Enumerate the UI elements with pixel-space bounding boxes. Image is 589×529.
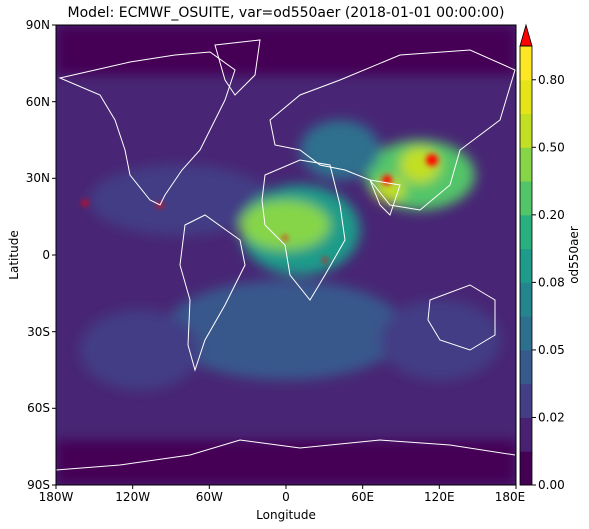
- colorbar-tick-label: 0.02: [538, 410, 565, 424]
- colorbar-band: [520, 113, 532, 148]
- y-tick-label: 0: [42, 248, 50, 262]
- colorbar-band: [520, 248, 532, 283]
- y-tick-label: 30S: [27, 325, 50, 339]
- colorbar-tick-label: 0.80: [538, 73, 565, 87]
- south-pacific-region: [80, 310, 200, 390]
- colorbar-band: [520, 282, 532, 317]
- coastline-india: [369, 179, 401, 216]
- x-axis-ticks: 180W 120W 60W 0 60E 120E 180E: [39, 485, 526, 504]
- y-axis-label: Latitude: [7, 230, 21, 279]
- coastline-greenland: [214, 39, 261, 96]
- x-tick-label: 120E: [424, 490, 455, 504]
- x-tick-label: 0: [282, 490, 290, 504]
- x-tick-label: 180E: [495, 490, 526, 504]
- coastline-eurasia: [269, 49, 516, 211]
- colorbar-bands: [520, 46, 532, 486]
- sahel-high-region: [240, 200, 330, 250]
- aerosol-shading: [56, 25, 516, 485]
- colorbar-frame: [519, 45, 533, 486]
- x-tick-label: 60W: [196, 490, 223, 504]
- coastline-south-america: [179, 214, 246, 372]
- y-axis-ticks: 90N 60N 30N 0 30S 60S 90S: [26, 18, 56, 492]
- x-tick-label: 120W: [115, 490, 150, 504]
- x-axis-label: Longitude: [256, 508, 316, 522]
- aerosol-field: [56, 25, 516, 485]
- coastline-africa: [261, 159, 346, 301]
- colorbar-tick-label: 0.50: [538, 140, 565, 154]
- colorbar-band: [520, 46, 532, 81]
- map-title: Model: ECMWF_OSUITE, var=od550aer (2018-…: [68, 5, 505, 21]
- americas-moderate-region: [90, 165, 270, 235]
- coastline-antarctica: [56, 439, 516, 471]
- coastline-australia: [427, 284, 496, 351]
- colorbar-band: [520, 349, 532, 385]
- y-tick-label: 90N: [26, 18, 50, 32]
- arctic-low-region: [56, 25, 516, 75]
- coastlines: [56, 39, 516, 471]
- x-tick-label: 180W: [39, 490, 74, 504]
- y-tick-label: 60N: [26, 95, 50, 109]
- middle-east-moderate-region: [300, 120, 380, 180]
- hotspot-africa-west: [282, 235, 288, 241]
- colorbar-band: [520, 451, 532, 486]
- colorbar-band: [520, 214, 532, 250]
- colorbar-band: [520, 181, 532, 216]
- colorbar-band: [520, 79, 532, 115]
- hotspot-hawaii: [82, 200, 88, 206]
- colorbar-tick-label: 0.20: [538, 208, 565, 222]
- colorbar-label: od550aer: [567, 226, 581, 284]
- coastline-north-america: [58, 51, 236, 206]
- y-tick-label: 30N: [26, 171, 50, 185]
- colorbar: 0.00 0.02 0.05 0.08 0.20 0.50 0.80 od550aer: [519, 23, 581, 492]
- y-tick-label: 60S: [27, 401, 50, 415]
- y-tick-label: 90S: [27, 478, 50, 492]
- hotspot-china: [426, 154, 438, 166]
- antarctic-low-region: [56, 440, 516, 485]
- colorbar-tick-label: 0.05: [538, 343, 565, 357]
- hotspot-africa-central: [322, 257, 328, 263]
- colorbar-band: [520, 316, 532, 351]
- x-tick-label: 60E: [351, 490, 374, 504]
- colorbar-ticks: 0.00 0.02 0.05 0.08 0.20 0.50 0.80: [532, 73, 565, 492]
- colorbar-tick-label: 0.00: [538, 478, 565, 492]
- colorbar-band: [520, 417, 532, 452]
- southern-ocean-moderate-region: [165, 280, 405, 380]
- colorbar-band: [520, 147, 532, 182]
- colorbar-tick-label: 0.08: [538, 275, 565, 289]
- colorbar-extend-max: [519, 23, 533, 47]
- colorbar-band: [520, 383, 532, 418]
